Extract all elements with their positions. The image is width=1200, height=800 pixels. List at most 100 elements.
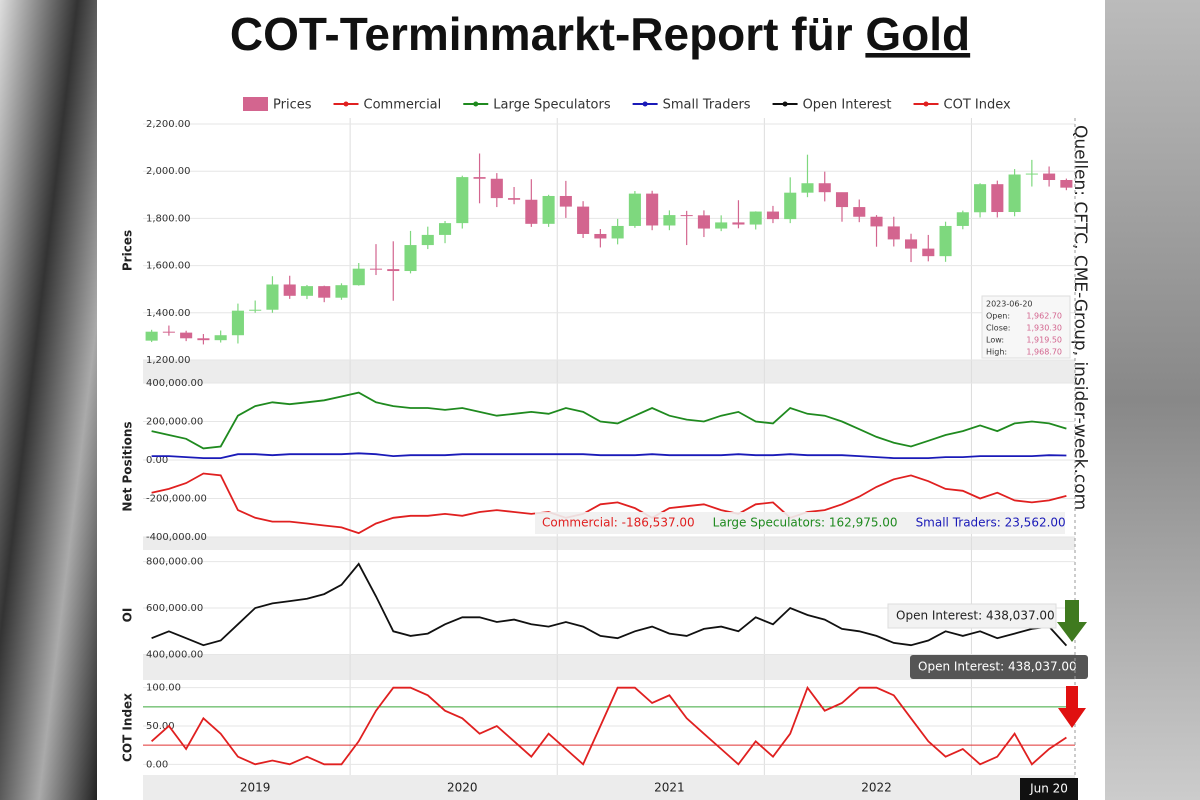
y-tick-label: 1,800.00 xyxy=(146,213,191,224)
y-tick-label: 400,000.00 xyxy=(146,649,203,660)
candle-body xyxy=(352,268,365,286)
y-tick-label: 100.00 xyxy=(146,683,181,694)
candle-body xyxy=(991,184,1004,213)
tooltip-value: 1,962.70 xyxy=(1026,312,1062,321)
candle-body xyxy=(508,198,521,200)
candle-body xyxy=(646,193,659,226)
y-tick-label: 1,600.00 xyxy=(146,261,191,272)
candle-body xyxy=(732,222,745,225)
series-line xyxy=(151,562,1068,647)
legend-label: Commercial xyxy=(364,98,442,113)
candle-body xyxy=(197,338,210,341)
tooltip-label: Low: xyxy=(986,336,1004,345)
candle-body xyxy=(1043,173,1056,181)
candle-body xyxy=(577,206,590,234)
candle-body xyxy=(559,195,572,207)
legend-dot xyxy=(642,101,648,107)
candle-body xyxy=(697,215,710,229)
legend-dot xyxy=(923,101,929,107)
candle-body xyxy=(490,178,503,199)
candle-body xyxy=(1025,173,1038,175)
y-tick-label: 200,000.00 xyxy=(146,417,203,428)
series-readout: Open Interest: 438,037.00 xyxy=(918,660,1077,674)
legend-dot xyxy=(343,101,349,107)
candle-body xyxy=(387,269,400,272)
cursor-box xyxy=(1020,778,1078,800)
y-tick-label: 2,200.00 xyxy=(146,119,191,130)
candle-body xyxy=(542,195,555,224)
candle-body xyxy=(611,225,624,239)
arrow-down-green xyxy=(1057,600,1087,642)
axis-band xyxy=(143,775,1075,800)
y-tick-label: -200,000.00 xyxy=(146,494,207,505)
candle-body xyxy=(145,331,158,341)
legend-dot xyxy=(473,101,479,107)
series-readout: Small Traders: 23,562.00 xyxy=(916,516,1066,530)
candle-body xyxy=(1008,174,1021,213)
series-readout: Commercial: -186,537.00 xyxy=(542,516,695,530)
candle-body xyxy=(904,239,918,249)
candle-body xyxy=(369,268,383,270)
candle-body xyxy=(663,215,676,226)
x-tick-label: 2020 xyxy=(447,781,478,795)
candle-body xyxy=(525,199,538,224)
candle-body xyxy=(249,309,262,311)
series-line xyxy=(151,391,1067,450)
tooltip-label: Close: xyxy=(986,324,1011,333)
candle-body xyxy=(766,211,780,220)
candle-body xyxy=(680,215,693,217)
background-left xyxy=(0,0,97,800)
readout-box-dark xyxy=(910,655,1088,679)
series-readout: Open Interest: 438,037.00 xyxy=(896,609,1055,623)
candle-body xyxy=(715,222,728,229)
y-axis-label: COT Index xyxy=(121,693,135,762)
candle-body xyxy=(922,248,935,257)
y-tick-label: 600,000.00 xyxy=(146,603,203,614)
candle-body xyxy=(335,285,348,298)
plot-area: Prices 1,200.00 1,400.00 1,600.00 1,800.00 2,… xyxy=(121,97,1088,800)
candle-body xyxy=(870,216,883,227)
y-tick-label: 400,000.00 xyxy=(146,378,203,389)
tooltip-box xyxy=(981,295,1071,359)
candle-body xyxy=(162,331,175,333)
legend-label: Open Interest xyxy=(803,98,892,113)
source-note: Quellen: CFTC, CME-Group, insider-week.c… xyxy=(1070,125,1090,510)
y-tick-label: 1,200.00 xyxy=(146,355,191,366)
tooltip-value: 1,919.50 xyxy=(1026,336,1062,345)
title: COT-Terminmarkt-Report für Gold xyxy=(230,8,970,60)
candle-body xyxy=(456,177,469,224)
y-tick-label: 800,000.00 xyxy=(146,557,203,568)
legend-label: Small Traders xyxy=(663,98,751,113)
legend-dot xyxy=(782,101,788,107)
background-right xyxy=(1105,0,1200,800)
legend-label: COT Index xyxy=(944,98,1011,113)
candle-body xyxy=(835,192,849,208)
candle-body xyxy=(974,184,987,213)
candle-body xyxy=(784,192,797,220)
candle-body xyxy=(266,284,279,310)
candle-body xyxy=(853,207,866,217)
x-tick-label: 2021 xyxy=(654,781,685,795)
y-tick-label: 50.00 xyxy=(146,721,175,732)
legend-swatch xyxy=(243,97,268,111)
y-tick-label: 2,000.00 xyxy=(146,166,191,177)
candle-body xyxy=(421,234,434,246)
title-text: COT-Terminmarkt-Report für xyxy=(230,8,853,60)
candle-body xyxy=(956,212,969,226)
candle-body xyxy=(1060,180,1073,188)
readout-box xyxy=(887,603,1057,629)
tooltip-label: High: xyxy=(986,348,1007,357)
title-emphasis: Gold xyxy=(865,8,970,60)
x-tick-label: 2019 xyxy=(240,781,271,795)
candle-body xyxy=(300,286,314,296)
x-tick-label: 2022 xyxy=(861,781,892,795)
cursor-label: Jun 20 xyxy=(1029,782,1068,796)
tooltip-value: 1,930.30 xyxy=(1026,324,1062,333)
candle-body xyxy=(473,177,486,179)
series-line xyxy=(151,685,1067,766)
readout-box xyxy=(535,512,1065,534)
candle-body xyxy=(801,183,814,193)
candle-body xyxy=(818,183,831,193)
legend-label: Prices xyxy=(273,98,312,113)
